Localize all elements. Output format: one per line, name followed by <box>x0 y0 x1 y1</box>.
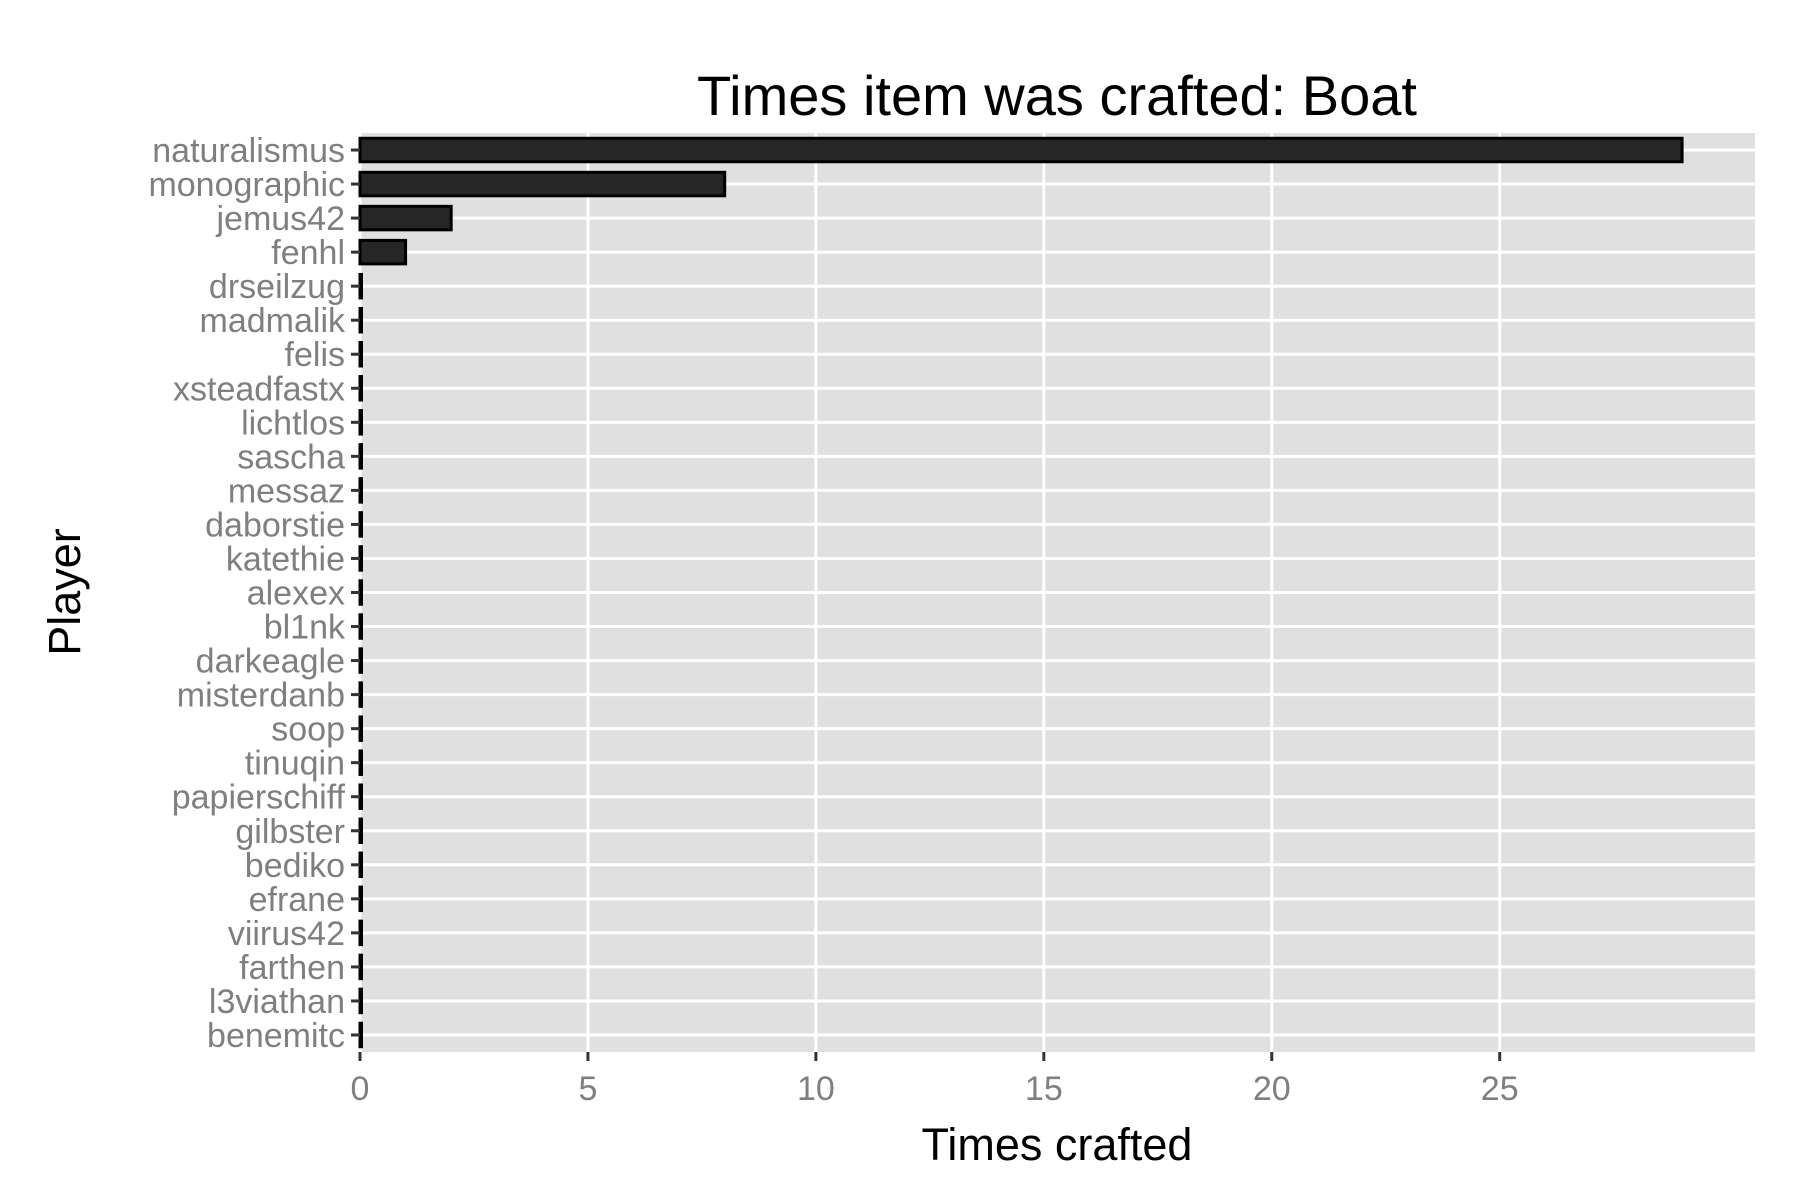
chart-title: Times item was crafted: Boat <box>697 64 1417 127</box>
y-tick-label: misterdanb <box>177 677 345 715</box>
bar <box>358 647 363 674</box>
bar <box>358 511 363 538</box>
y-tick-label: tinuqin <box>245 745 345 783</box>
bar <box>358 885 363 913</box>
x-tick-label: 25 <box>1481 1070 1519 1108</box>
bar <box>358 987 363 1015</box>
bar <box>358 204 453 232</box>
y-tick-label: monographic <box>148 166 345 204</box>
y-tick-label: gilbster <box>235 813 345 851</box>
bar <box>358 306 363 334</box>
bar <box>358 1021 363 1049</box>
bar <box>358 715 363 742</box>
y-tick-label: fenhl <box>271 234 345 272</box>
y-axis: naturalismusmonographicjemus42fenhldrsei… <box>148 132 360 1055</box>
bar <box>358 919 363 947</box>
bar <box>358 238 408 266</box>
y-tick-label: katethie <box>226 540 345 578</box>
y-tick-label: naturalismus <box>152 132 345 170</box>
y-tick-label: viirus42 <box>228 915 345 953</box>
bar <box>358 170 727 198</box>
y-tick-label: drseilzug <box>209 268 345 306</box>
bar <box>358 579 363 606</box>
y-tick-label: soop <box>271 711 345 749</box>
y-tick-label: felis <box>285 336 345 374</box>
y-gridlines <box>360 148 1755 1037</box>
bar <box>358 953 363 981</box>
y-tick-label: jemus42 <box>215 200 345 238</box>
y-tick-label: efrane <box>249 881 345 919</box>
y-tick-label: lichtlos <box>241 404 345 442</box>
y-tick-label: bl1nk <box>264 609 346 647</box>
y-tick-label: bediko <box>245 847 345 885</box>
y-tick-label: alexex <box>247 575 345 613</box>
bar <box>358 409 363 436</box>
x-tick-label: 20 <box>1253 1070 1291 1108</box>
y-tick-label: l3viathan <box>209 983 345 1021</box>
bar <box>358 749 363 776</box>
x-tick-label: 5 <box>578 1070 597 1108</box>
bar <box>358 272 363 300</box>
bar <box>358 681 363 708</box>
y-tick-label: xsteadfastx <box>173 370 345 408</box>
bar <box>358 817 363 845</box>
y-tick-label: farthen <box>239 949 345 987</box>
y-tick-label: daborstie <box>205 506 345 544</box>
bar <box>358 340 363 368</box>
y-axis-title: Player <box>39 528 90 656</box>
x-tick-label: 10 <box>797 1070 835 1108</box>
y-tick-label: sascha <box>237 438 345 476</box>
bar <box>358 375 363 402</box>
bar <box>358 136 1684 164</box>
y-tick-label: benemitc <box>207 1017 345 1055</box>
y-tick-label: madmalik <box>200 302 346 340</box>
bar <box>358 613 363 640</box>
bar <box>358 443 363 470</box>
y-tick-label: messaz <box>228 472 345 510</box>
x-tick-label: 15 <box>1025 1070 1063 1108</box>
bar <box>358 783 363 810</box>
x-axis: 0 5 10 15 20 25 <box>351 1052 1519 1108</box>
y-tick-label: darkeagle <box>196 643 345 681</box>
x-tick-label: 0 <box>351 1070 370 1108</box>
y-tick-label: papierschiff <box>172 779 346 817</box>
bar <box>358 477 363 504</box>
bar <box>358 545 363 572</box>
bar <box>358 851 363 879</box>
x-axis-title: Times crafted <box>922 1119 1193 1170</box>
